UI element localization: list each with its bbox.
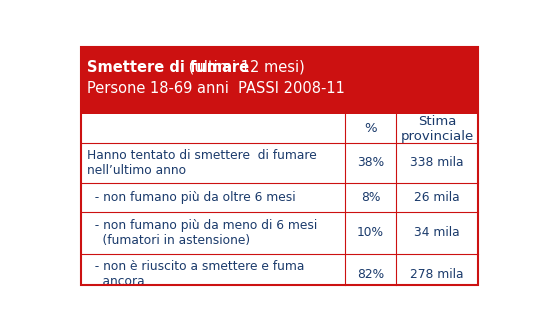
- Text: - non è riuscito a smettere e fuma
    ancora: - non è riuscito a smettere e fuma ancor…: [87, 261, 305, 289]
- Text: 278 mila: 278 mila: [410, 268, 464, 281]
- Text: Smettere di fumare: Smettere di fumare: [87, 60, 249, 75]
- Text: 10%: 10%: [357, 226, 384, 239]
- FancyBboxPatch shape: [81, 114, 478, 285]
- Text: 338 mila: 338 mila: [410, 157, 464, 169]
- Text: 82%: 82%: [357, 268, 384, 281]
- Text: 26 mila: 26 mila: [414, 191, 460, 204]
- Text: 34 mila: 34 mila: [414, 226, 460, 239]
- Text: %: %: [364, 122, 377, 135]
- Text: 38%: 38%: [357, 157, 384, 169]
- FancyBboxPatch shape: [81, 47, 478, 114]
- Text: (ultimi 12 mesi): (ultimi 12 mesi): [184, 60, 305, 75]
- Text: - non fumano più da meno di 6 mesi
    (fumatori in astensione): - non fumano più da meno di 6 mesi (fuma…: [87, 219, 317, 247]
- Text: Persone 18-69 anni  PASSI 2008-11: Persone 18-69 anni PASSI 2008-11: [87, 81, 345, 96]
- Text: 8%: 8%: [361, 191, 380, 204]
- Text: - non fumano più da oltre 6 mesi: - non fumano più da oltre 6 mesi: [87, 191, 296, 204]
- Text: Stima
provinciale: Stima provinciale: [401, 115, 474, 143]
- Text: Hanno tentato di smettere  di fumare
nell’ultimo anno: Hanno tentato di smettere di fumare nell…: [87, 149, 317, 177]
